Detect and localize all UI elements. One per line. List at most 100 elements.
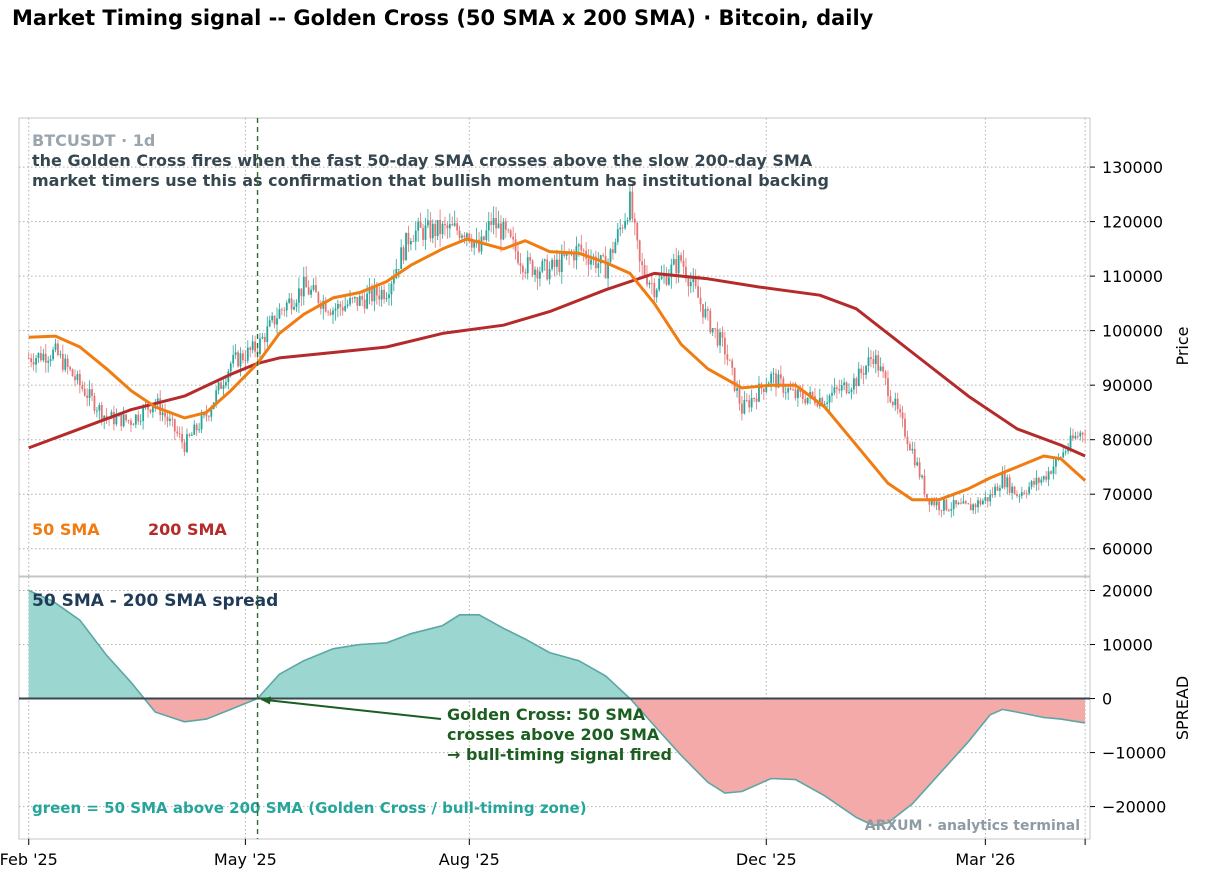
candle-body: [1040, 479, 1043, 483]
candle-body: [692, 278, 695, 283]
candle-body: [706, 308, 709, 311]
candle-body: [217, 382, 220, 391]
candle-body: [422, 227, 424, 240]
candle-body: [139, 420, 142, 422]
candle-body: [1069, 435, 1072, 448]
candle-body: [57, 343, 59, 355]
candle-body: [78, 373, 81, 386]
candle-body: [1020, 492, 1023, 496]
candle-body: [1035, 477, 1038, 485]
candle-body: [848, 391, 850, 393]
candle-body: [349, 297, 351, 305]
candle-body: [1023, 492, 1026, 494]
candle-body: [497, 223, 500, 229]
candle-body: [1084, 434, 1087, 436]
price-tick-label: 100000: [1102, 322, 1163, 341]
candle-body: [222, 385, 225, 389]
price-grid: [19, 118, 1090, 576]
candle-body: [356, 296, 359, 306]
candle-body: [517, 251, 519, 264]
candle-body: [891, 402, 894, 406]
candle-body: [899, 408, 902, 413]
candle-body: [181, 434, 183, 443]
candle-body: [726, 354, 729, 360]
candle-body: [658, 278, 661, 290]
candle-body: [865, 365, 867, 375]
candle-body: [694, 278, 697, 287]
candle-body: [840, 385, 843, 391]
candle-body: [424, 225, 427, 240]
candle-body: [390, 283, 393, 295]
candle-body: [816, 403, 819, 407]
price-note-line1: the Golden Cross fires when the fast 50-…: [32, 151, 813, 170]
candle-body: [37, 353, 40, 359]
candle-body: [877, 355, 880, 371]
candle-body: [999, 488, 1001, 491]
candle-body: [88, 389, 91, 398]
candle-body: [302, 276, 305, 297]
candle-body: [205, 413, 208, 417]
candle-body: [1047, 471, 1050, 480]
candle-body: [789, 388, 792, 390]
candle-body: [54, 343, 57, 350]
candle-body: [332, 310, 334, 315]
price-y-ticks: 60000 70000 80000 90000 100000 110000 120000 13…: [1090, 158, 1163, 559]
candle-body: [200, 415, 203, 430]
candle-body: [723, 337, 726, 355]
candle-body: [47, 360, 50, 363]
candle-body: [804, 399, 807, 404]
candle-body: [385, 298, 388, 300]
candle-body: [896, 398, 899, 409]
candle-body: [548, 268, 551, 280]
candle-body: [1076, 435, 1079, 437]
candle-body: [843, 382, 846, 386]
candle-body: [93, 395, 96, 411]
candle-body: [719, 332, 721, 346]
candle-body: [733, 367, 736, 391]
candle-body: [1013, 486, 1016, 495]
candle-body: [607, 262, 609, 279]
candle-body: [857, 368, 860, 387]
candle-body: [392, 278, 395, 284]
candle-body: [210, 408, 213, 417]
candle-body: [636, 222, 639, 241]
candle-body: [794, 389, 797, 399]
candle-body: [682, 260, 685, 267]
candle-body: [762, 388, 765, 392]
candle-body: [1030, 481, 1033, 487]
candle-body: [519, 263, 522, 266]
candle-body: [908, 444, 911, 451]
candle-body: [938, 501, 940, 511]
candle-body: [419, 221, 422, 228]
candle-body: [195, 424, 198, 431]
candle-body: [621, 227, 624, 229]
candle-body: [1081, 432, 1084, 435]
candle-body: [334, 308, 337, 311]
candle-body: [801, 392, 804, 400]
price-note-line2: market timers use this as confirmation t…: [32, 171, 829, 190]
candle-body: [612, 249, 614, 253]
spread-tick-label: 0: [1102, 690, 1112, 709]
candle-body: [431, 223, 434, 239]
candle-body: [565, 252, 568, 256]
spread-title: 50 SMA - 200 SMA spread: [32, 591, 278, 611]
candle-body: [1062, 452, 1065, 458]
candle-body: [534, 269, 536, 275]
candle-body: [738, 387, 741, 404]
candle-body: [232, 354, 235, 364]
candle-body: [901, 412, 904, 419]
candle-body: [614, 242, 617, 253]
candle-body: [271, 315, 274, 321]
candle-body: [251, 341, 254, 350]
candle-body: [930, 499, 933, 505]
candle-body: [872, 359, 875, 365]
candle-body: [935, 501, 938, 506]
candle-body: [134, 414, 137, 425]
price-panel: 60000 70000 80000 90000 100000 110000 120000 13…: [18, 117, 1192, 577]
price-tick-label: 80000: [1102, 431, 1153, 450]
candle-body: [32, 362, 35, 365]
candle-body: [1074, 435, 1077, 439]
candle-body: [745, 400, 748, 401]
candle-body: [305, 276, 308, 288]
candle-body: [229, 363, 232, 372]
